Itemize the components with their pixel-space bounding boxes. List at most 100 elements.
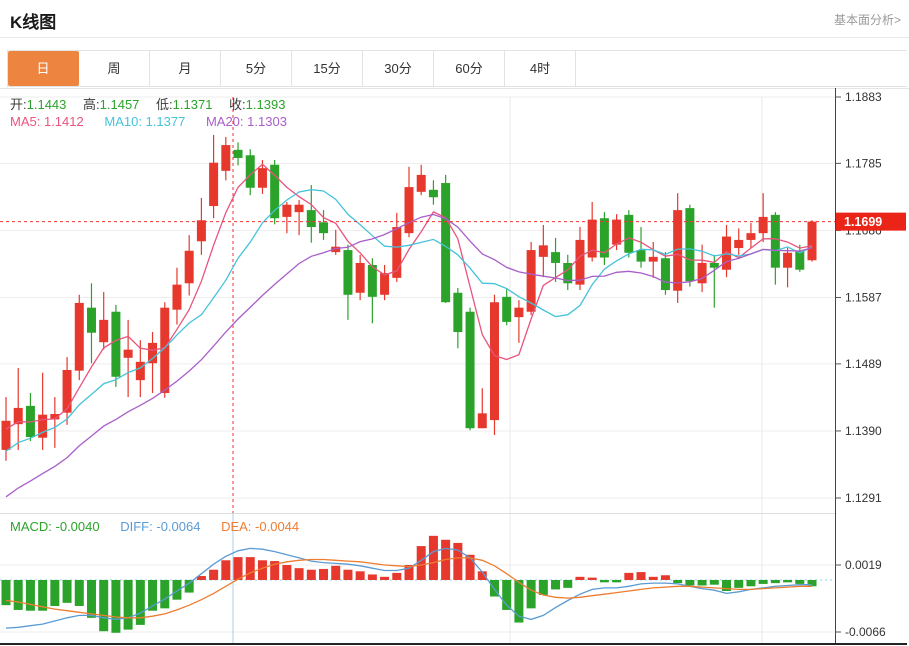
candle-body: [709, 262, 719, 268]
macd-bar: [685, 579, 695, 586]
candle-body: [148, 342, 158, 364]
candle-body: [734, 239, 744, 249]
candle-body: [62, 369, 72, 413]
macd-bar: [245, 557, 255, 580]
fundamental-analysis-link[interactable]: 基本面分析>: [833, 13, 901, 27]
macd-bar: [62, 579, 72, 603]
macd-bar: [636, 572, 646, 580]
macd-bar: [770, 579, 780, 584]
diff-line: [5, 547, 812, 629]
chart-canvas[interactable]: 1.18831.17851.16861.15871.14891.13901.12…: [0, 88, 909, 646]
price-tick-label-5: 1.1390: [845, 424, 882, 438]
candle-body: [221, 145, 231, 171]
macd-bar: [257, 560, 267, 580]
macd-bar: [575, 576, 585, 580]
price-tick-label-4: 1.1489: [845, 357, 882, 371]
candle-body: [50, 414, 60, 420]
candle-body: [538, 245, 548, 257]
macd-bar: [722, 579, 732, 592]
macd-bar: [209, 569, 219, 580]
macd-bar: [758, 579, 768, 584]
macd-bar: [404, 565, 414, 580]
tab-timeframe-5[interactable]: 30分: [363, 51, 434, 86]
candle-body: [795, 251, 805, 270]
macd-bar: [270, 561, 280, 580]
candle-body: [441, 183, 451, 303]
macd-bar: [587, 577, 597, 580]
macd-bar: [1, 579, 11, 606]
macd-bar: [221, 560, 231, 580]
candle-body: [563, 262, 573, 284]
macd-bar: [99, 579, 109, 632]
price-tick-label-6: 1.1291: [845, 491, 882, 505]
macd-bar: [428, 535, 438, 580]
candle-body: [123, 349, 133, 358]
macd-bar: [599, 579, 609, 583]
candle-body: [111, 311, 121, 377]
macd-bar: [795, 579, 805, 584]
price-tick-label-3: 1.1587: [845, 291, 882, 305]
macd-bar: [807, 579, 817, 587]
chart-plot-area[interactable]: [0, 88, 835, 643]
candle-body: [599, 218, 609, 258]
ma20-line: [5, 213, 813, 498]
price-tick-label-0: 1.1883: [845, 90, 882, 104]
macd-bar: [111, 579, 121, 633]
macd-bar: [416, 546, 426, 580]
candle-body: [367, 264, 377, 297]
candle-body: [343, 250, 353, 295]
macd-bar: [25, 579, 35, 611]
macd-bar: [13, 579, 23, 610]
candle-body: [489, 302, 499, 421]
macd-bar: [526, 579, 536, 609]
candle-body: [282, 204, 292, 217]
candle-body: [758, 216, 768, 234]
macd-bar: [538, 579, 548, 595]
price-tick-label-1: 1.1785: [845, 156, 882, 170]
macd-bar: [612, 579, 622, 583]
candle-body: [135, 361, 145, 381]
candle-body: [685, 208, 695, 282]
candle-body: [1, 420, 11, 450]
candle-body: [453, 292, 463, 333]
macd-bar: [74, 579, 84, 606]
tab-timeframe-0[interactable]: 日: [8, 51, 79, 86]
macd-bar: [367, 574, 377, 580]
macd-bar: [135, 579, 145, 625]
candle-body: [648, 256, 658, 262]
tab-timeframe-4[interactable]: 15分: [292, 51, 363, 86]
candle-body: [380, 273, 390, 295]
candle-body: [38, 414, 48, 438]
macd-bar: [184, 579, 194, 593]
tab-timeframe-6[interactable]: 60分: [434, 51, 505, 86]
candle-body: [416, 174, 426, 192]
macd-bar: [465, 554, 475, 580]
macd-bar: [697, 579, 707, 586]
macd-bar: [551, 579, 561, 590]
macd-bar: [319, 568, 329, 580]
candle-body: [294, 204, 304, 213]
candle-body: [465, 311, 475, 429]
macd-bar: [477, 571, 487, 580]
candle-body: [612, 219, 622, 245]
macd-bar: [660, 575, 670, 580]
candle-body: [233, 149, 243, 158]
candle-body: [172, 284, 182, 310]
tab-timeframe-3[interactable]: 5分: [221, 51, 292, 86]
candle-body: [746, 233, 756, 240]
page-title: K线图: [10, 13, 57, 32]
current-price-tag-value: 1.1699: [844, 215, 882, 229]
macd-bar: [50, 579, 60, 606]
tab-timeframe-1[interactable]: 周: [79, 51, 150, 86]
macd-tick-label-1: -0.0066: [845, 625, 886, 639]
candle-body: [514, 307, 524, 318]
current-price-tag: [836, 212, 906, 231]
candle-body: [13, 407, 23, 425]
tab-timeframe-7[interactable]: 4时: [505, 51, 576, 86]
candle-body: [196, 220, 206, 242]
macd-bar: [563, 579, 573, 588]
candle-body: [636, 250, 646, 262]
candle-body: [184, 250, 194, 284]
tab-timeframe-2[interactable]: 月: [150, 51, 221, 86]
